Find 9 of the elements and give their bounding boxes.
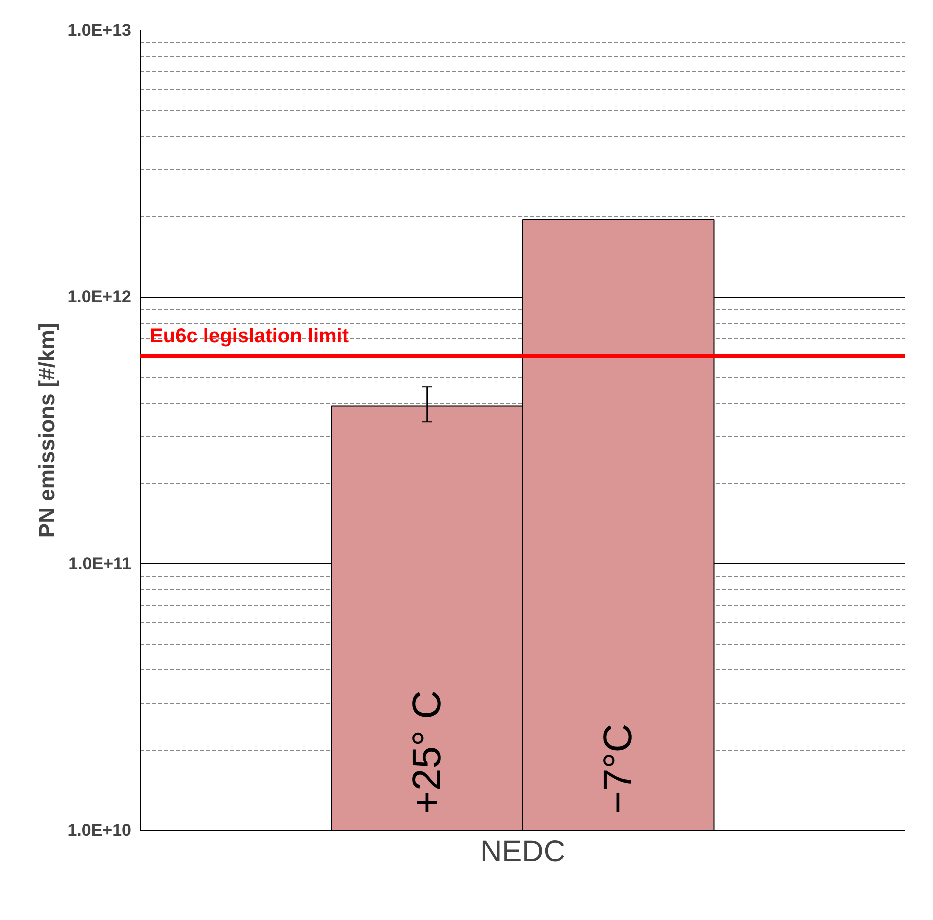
y-axis-title: PN emissions [#/km]: [34, 322, 60, 538]
x-tick-label: −7°C: [596, 724, 641, 814]
y-tick-label: 1.0E+12: [68, 288, 132, 307]
y-tick-label: 1.0E+13: [68, 21, 132, 40]
x-tick-label: +25° C: [405, 690, 450, 814]
ref-line-label: Eu6c legislation limit: [150, 325, 350, 348]
y-tick-label: 1.0E+10: [68, 821, 132, 840]
y-tick-label: 1.0E+11: [68, 554, 132, 574]
x-axis-title: NEDC: [480, 836, 566, 868]
